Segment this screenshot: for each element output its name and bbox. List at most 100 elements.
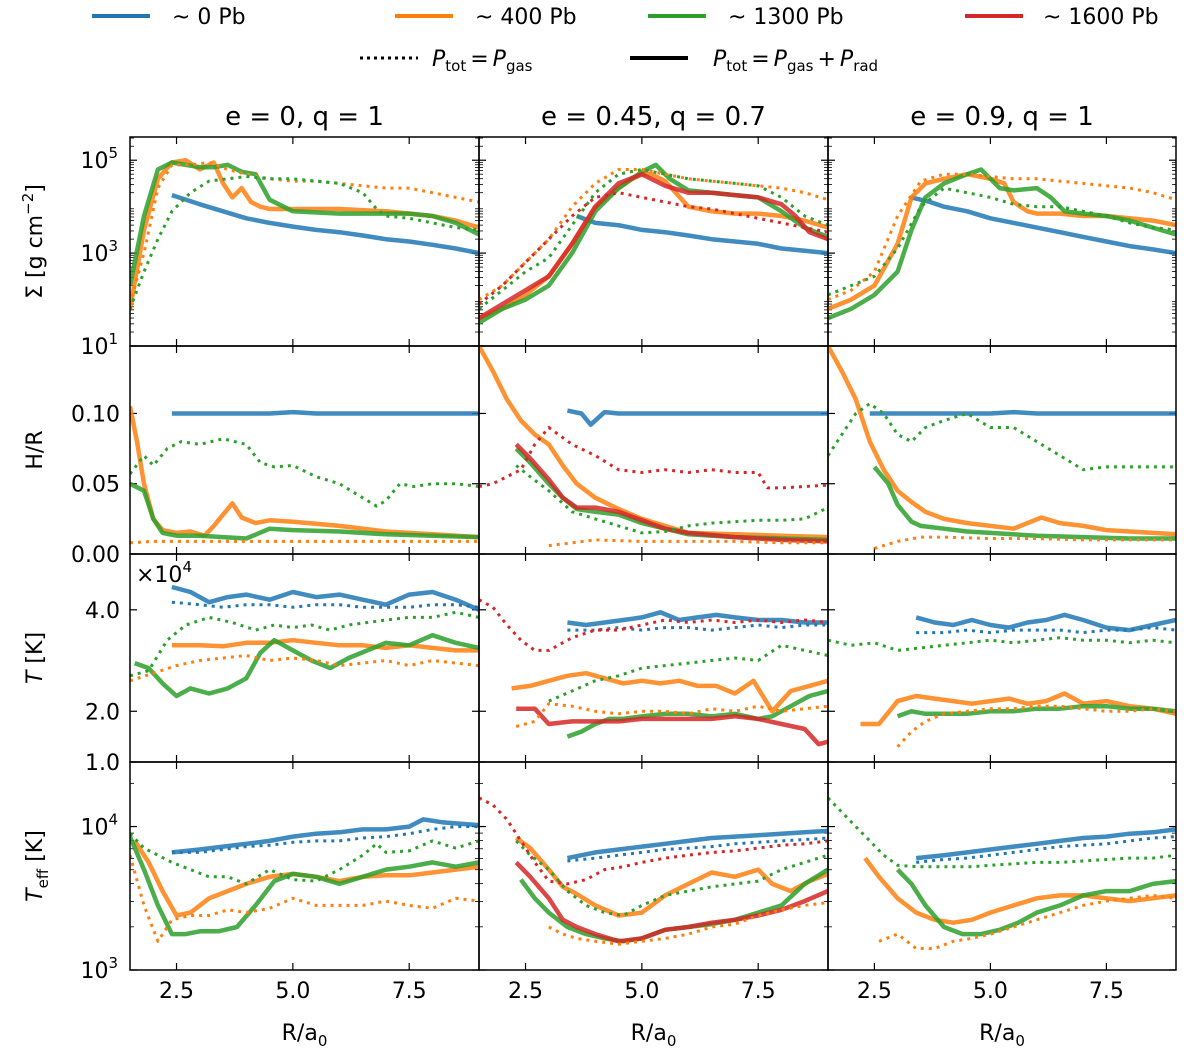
- ylabel-part: [K]: [23, 632, 48, 671]
- series-line-1600pb-dotted: [479, 191, 828, 306]
- series-group: [479, 796, 828, 946]
- tick-base: 10: [80, 149, 108, 174]
- series-line-0pb-dotted: [567, 623, 828, 632]
- series-line-1600pb-solid: [479, 171, 828, 321]
- series-line-0pb-solid: [171, 817, 479, 855]
- tick-exp: 5: [108, 144, 118, 162]
- y-axis-label-text: Teff [K]: [23, 830, 52, 902]
- panel-frame: [827, 553, 1177, 763]
- series-line-0pb-solid: [575, 213, 828, 256]
- series-line-1300pb-solid: [828, 167, 1176, 321]
- series-line-1300pb-solid: [130, 481, 479, 541]
- panel: [478, 553, 829, 763]
- ylabel-part: ]: [23, 184, 48, 193]
- y-multiplier: ×104: [136, 558, 192, 588]
- y-axis-label-text: Σ [g cm−2]: [19, 184, 48, 299]
- panel: [478, 761, 829, 971]
- y-tick-label: 0.00: [71, 543, 120, 568]
- legend-entry: ~ 1300 Pb: [648, 5, 844, 30]
- legend-entry: ~ 0 Pb: [92, 5, 246, 30]
- legend-label-400pb: ~ 400 Pb: [475, 5, 577, 30]
- series-line-400pb-dotted: [548, 901, 828, 946]
- series-line-400pb-solid: [860, 691, 1176, 727]
- legend-pgas-lhs-sub: tot: [445, 57, 466, 75]
- series-group: [828, 346, 1176, 550]
- xlabel-sub: 0: [667, 1032, 677, 1050]
- legend-prad-eq: =: [751, 47, 769, 72]
- ylabel-part: Σ [g cm: [23, 215, 48, 299]
- panel: [129, 345, 480, 555]
- tick-exp: 1: [108, 330, 118, 348]
- y-tick-label: 0.05: [71, 473, 120, 498]
- series-line-0pb-solid: [566, 408, 828, 427]
- y-tick-label: 4.0: [85, 599, 120, 624]
- series-line-1300pb-solid: [895, 868, 1176, 937]
- series-group: [130, 157, 479, 310]
- xlabel-sub: 0: [318, 1032, 328, 1050]
- column-title: e = 0.9, q = 1: [910, 102, 1094, 132]
- legend-label-pgas: Ptot = Pgas: [432, 47, 533, 75]
- series-line-400pb-dotted: [130, 161, 479, 305]
- y-tick-label: 101: [80, 330, 118, 360]
- x-tick-label: 2.5: [159, 979, 194, 1004]
- series-line-400pb-dotted: [896, 704, 1176, 748]
- panel: [827, 761, 1177, 971]
- xlabel-main: R/a: [282, 1021, 318, 1046]
- series-line-1300pb-dotted: [548, 643, 828, 703]
- y-axis-label: Teff [K]: [23, 830, 52, 902]
- series-group: [130, 405, 479, 545]
- panel-frame: [129, 761, 480, 971]
- tick-base: 10: [80, 959, 108, 984]
- series-line-1600pb-dotted: [479, 426, 828, 490]
- panel-frame: [827, 345, 1177, 555]
- tick-base: 10: [80, 335, 108, 360]
- series-line-400pb-solid: [171, 637, 479, 653]
- series-line-400pb-dotted: [130, 539, 479, 545]
- tick-exp: 3: [108, 954, 118, 972]
- legend-prad-lhs: P: [713, 47, 727, 72]
- legend-entry-pgas: Ptot = Pgas: [360, 47, 533, 75]
- series-line-1600pb-solid: [516, 706, 828, 747]
- series-group: [828, 167, 1176, 321]
- series-line-0pb-solid: [171, 584, 479, 612]
- panel-grid: e = 0, q = 1 e = 0.45, q = 0.7 e = 0.9, q …: [19, 102, 1177, 1050]
- tick-exp: 4: [108, 811, 118, 829]
- legend-prad-rhs2-sub: rad: [853, 57, 878, 75]
- mult-base: ×10: [136, 563, 182, 588]
- legend-label-1300pb: ~ 1300 Pb: [728, 5, 844, 30]
- panel: [478, 345, 829, 555]
- legend-label-pgas-prad: Ptot = Pgas + Prad: [713, 47, 878, 75]
- x-axis-label: R/a0: [631, 1021, 677, 1050]
- legend-label-1600pb: ~ 1600 Pb: [1043, 5, 1159, 30]
- legend-prad-plus: +: [817, 47, 835, 72]
- y-tick-label: 1.0: [85, 751, 120, 776]
- y-axis-label: Σ [g cm−2]: [19, 184, 48, 299]
- x-tick-label: 7.5: [1089, 979, 1124, 1004]
- panel-frame: [827, 136, 1177, 347]
- panel-frame: [129, 136, 480, 347]
- series-line-0pb-dotted: [916, 835, 1176, 864]
- series-line-0pb-solid: [171, 409, 479, 416]
- legend-pgas-rhs: P: [493, 47, 507, 72]
- series-line-0pb-solid: [910, 195, 1176, 256]
- panel-frame: [478, 553, 829, 763]
- xlabel-sub: 0: [1015, 1032, 1025, 1050]
- tick-exp: 3: [108, 237, 118, 255]
- column-title: e = 0, q = 1: [225, 102, 384, 132]
- y-axis-label-text: T [K]: [23, 632, 48, 684]
- series-group: [479, 162, 828, 325]
- series-line-400pb-dotted: [878, 893, 1176, 950]
- y-tick-label: 2.0: [85, 700, 120, 725]
- series-line-0pb-solid: [171, 192, 479, 256]
- y-axis-label: T [K]: [23, 632, 48, 684]
- series-line-1300pb-dotted: [515, 839, 828, 917]
- series-line-1300pb-dotted: [515, 464, 828, 535]
- ylabel-sub: eff: [34, 868, 52, 888]
- x-tick-label: 5.0: [973, 979, 1008, 1004]
- series-line-1300pb-dotted: [828, 796, 1176, 869]
- ylabel-sup: −2: [19, 193, 37, 215]
- legend-entry: ~ 1600 Pb: [965, 5, 1159, 30]
- series-line-1600pb-solid: [514, 442, 828, 544]
- series-group: [130, 817, 479, 943]
- series-line-1300pb-dotted: [130, 832, 479, 886]
